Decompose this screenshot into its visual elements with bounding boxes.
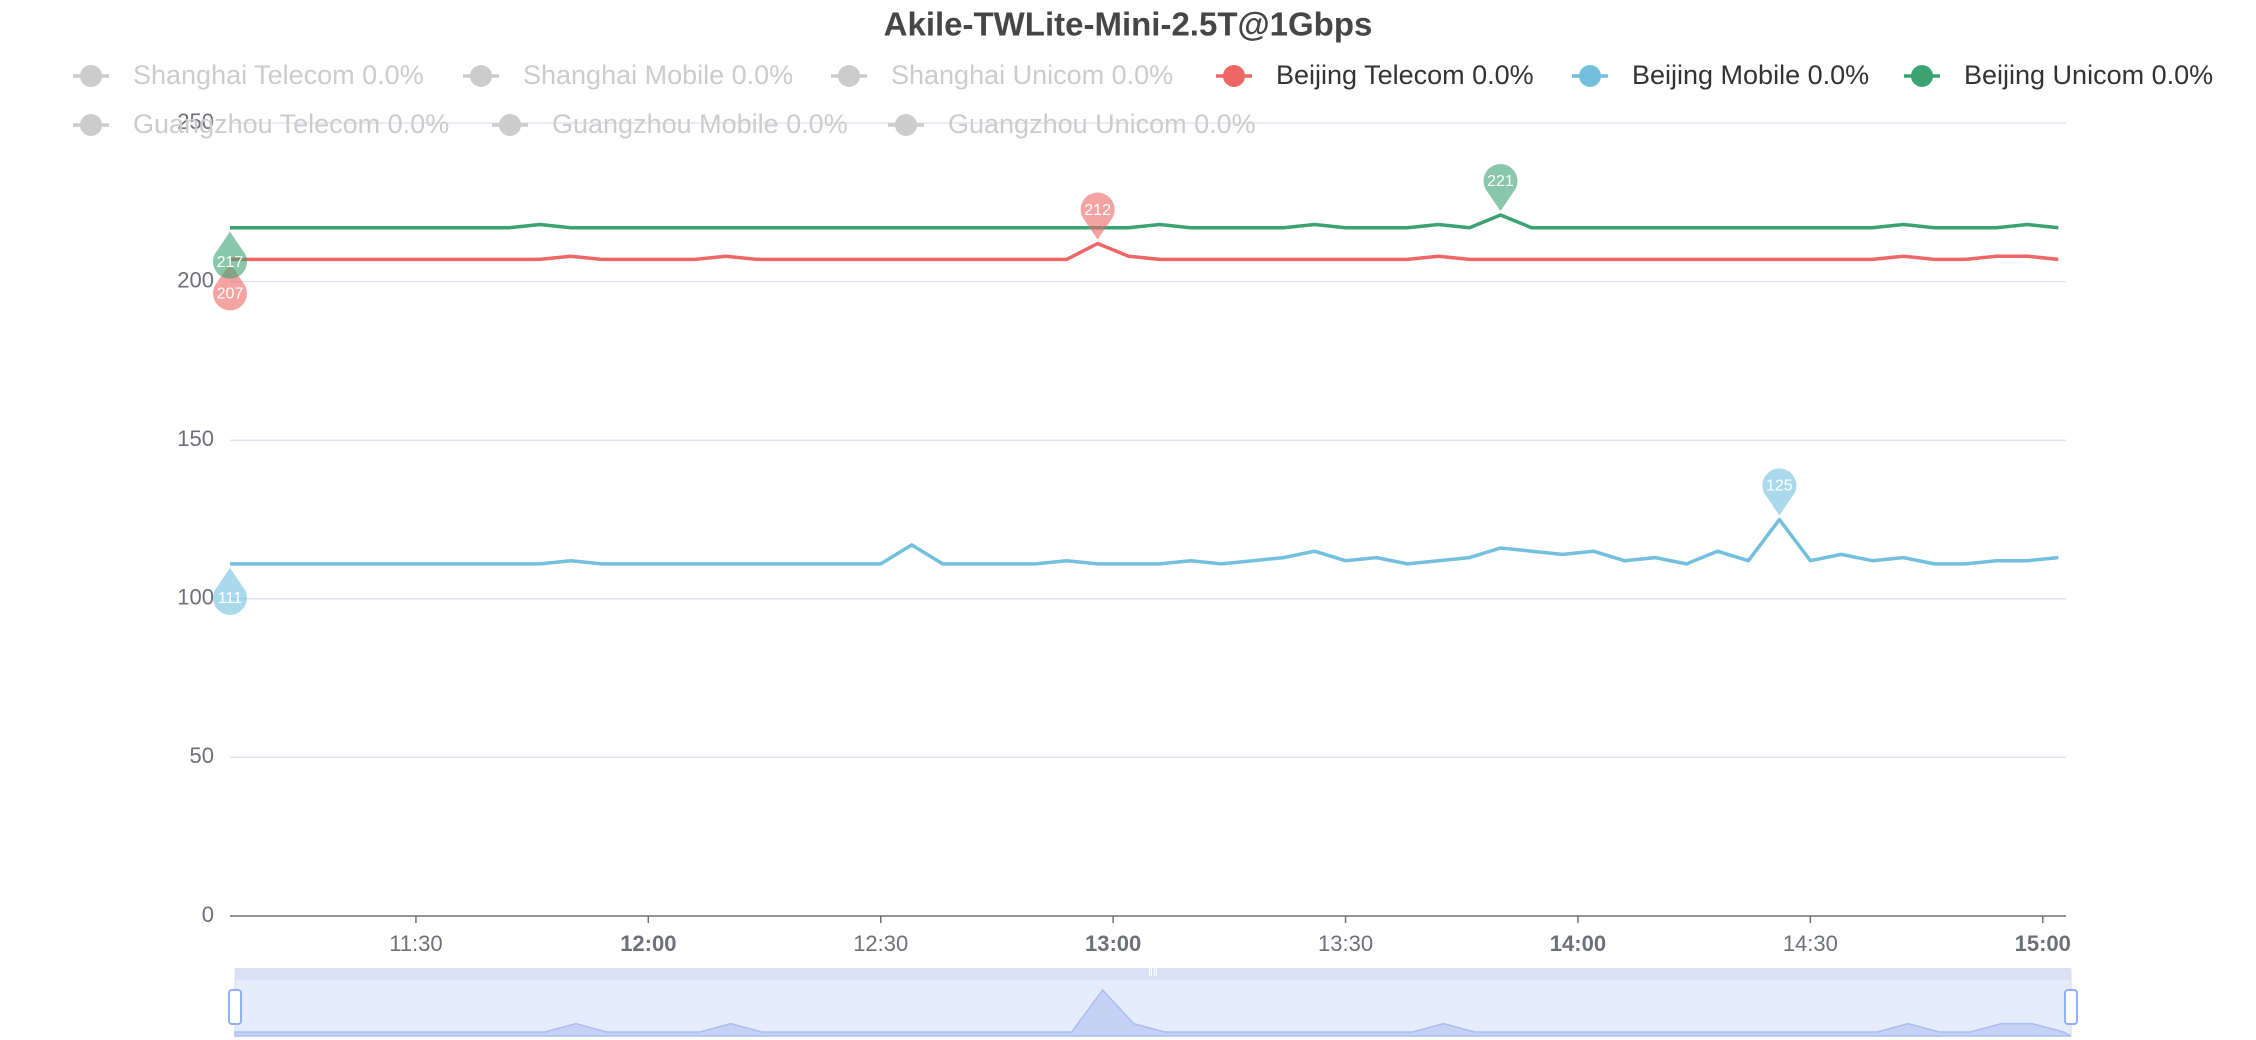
mark-point: [1762, 468, 1797, 516]
legend-item[interactable]: Guangzhou Unicom 0.0%: [888, 109, 1256, 139]
zoom-preview: [234, 988, 2072, 1037]
x-tick-label: 12:00: [620, 931, 676, 956]
x-tick-label: 14:30: [1783, 931, 1838, 956]
mark-pin-head: [1762, 468, 1797, 503]
legend-item[interactable]: Shanghai Telecom 0.0%: [73, 60, 424, 90]
mark-pin-head: [213, 580, 247, 615]
legend-item[interactable]: Guangzhou Mobile 0.0%: [492, 109, 848, 139]
zoom-handle[interactable]: [228, 989, 242, 1025]
legend-label: Beijing Mobile 0.0%: [1632, 60, 1869, 90]
chart-title: Akile-TWLite-Mini-2.5T@1Gbps: [884, 6, 1373, 43]
y-tick-label: 0: [202, 902, 214, 927]
legend-label: Guangzhou Unicom 0.0%: [948, 109, 1256, 139]
legend-item[interactable]: Beijing Telecom 0.0%: [1216, 60, 1534, 90]
mark-pin: [1084, 220, 1111, 240]
legend-item[interactable]: Shanghai Unicom 0.0%: [831, 60, 1173, 90]
legend-item[interactable]: Beijing Mobile 0.0%: [1572, 60, 1869, 90]
mark-pin-head: [213, 276, 247, 311]
legend-symbol: [1223, 65, 1245, 87]
mark-pin: [1766, 496, 1793, 516]
legend-symbol: [499, 114, 521, 136]
mark-label: 212: [1084, 202, 1111, 219]
legend-label: Shanghai Unicom 0.0%: [891, 60, 1173, 90]
zoom-track[interactable]: [234, 969, 2072, 1037]
mark-point: [213, 231, 247, 279]
x-tick-label: 11:30: [389, 931, 442, 956]
legend-label: Shanghai Telecom 0.0%: [133, 60, 424, 90]
mark-pin: [217, 231, 243, 251]
y-tick-label: 50: [190, 743, 214, 768]
mark-pin-head: [213, 244, 247, 279]
zoom-grip: ‖‖: [1148, 965, 1158, 979]
legend-symbol: [1579, 65, 1601, 87]
legend-symbol: [470, 65, 492, 87]
legend-symbol: [895, 114, 917, 136]
legend-label: Guangzhou Mobile 0.0%: [552, 109, 848, 139]
series-line: [230, 213, 2059, 230]
legend-item[interactable]: Guangzhou Telecom 0.0%: [73, 109, 449, 139]
mark-point: [1483, 163, 1518, 211]
legend-item[interactable]: Beijing Unicom 0.0%: [1904, 60, 2213, 90]
legend-symbol: [80, 114, 102, 136]
legend-symbol: [80, 65, 102, 87]
mark-label: 221: [1487, 173, 1514, 190]
x-tick-label: 15:00: [2015, 931, 2071, 956]
legend-symbol: [1911, 65, 1933, 87]
mark-pin-head: [1080, 192, 1115, 227]
legend-symbol: [838, 65, 860, 87]
mark-pin-head: [1483, 163, 1518, 198]
mark-point: [1080, 192, 1115, 240]
x-tick-label: 13:30: [1318, 931, 1373, 956]
zoom-bar[interactable]: [235, 968, 2071, 980]
zoom-handle[interactable]: [2064, 989, 2078, 1025]
y-tick-label: 150: [177, 426, 214, 451]
y-tick-label: 100: [177, 585, 214, 610]
x-tick-label: 13:00: [1085, 931, 1141, 956]
x-tick-label: 14:00: [1550, 931, 1606, 956]
x-tick-label: 12:30: [853, 931, 908, 956]
series-line: [230, 241, 2059, 262]
mark-label: 125: [1766, 478, 1793, 495]
mark-point: [213, 567, 247, 615]
legend-label: Shanghai Mobile 0.0%: [523, 60, 793, 90]
legend-label: Beijing Unicom 0.0%: [1964, 60, 2213, 90]
mark-pin: [217, 567, 243, 587]
mark-pin: [1487, 192, 1514, 211]
mark-label: 111: [218, 590, 242, 607]
legend-label: Guangzhou Telecom 0.0%: [133, 109, 449, 139]
y-tick-label: 200: [177, 267, 214, 292]
mark-label: 207: [217, 286, 244, 303]
series-line: [230, 517, 2059, 566]
legend-item[interactable]: Shanghai Mobile 0.0%: [463, 60, 793, 90]
y-tick-label: 250: [177, 109, 214, 134]
mark-label: 217: [217, 254, 244, 271]
legend-label: Beijing Telecom 0.0%: [1276, 60, 1534, 90]
